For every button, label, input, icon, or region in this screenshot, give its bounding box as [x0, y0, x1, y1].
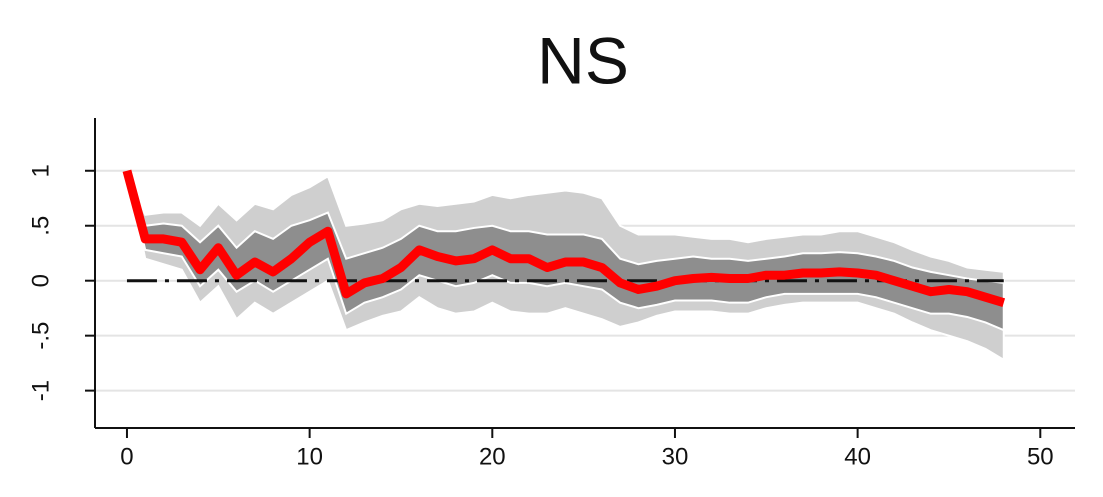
y-tick-label: 0 — [27, 274, 54, 287]
x-tick-label: 10 — [296, 443, 323, 470]
y-tick-label: -.5 — [27, 322, 54, 350]
line — [122, 169, 1006, 307]
y-tick-label: 1 — [27, 164, 54, 177]
x-tick-label: 50 — [1027, 443, 1054, 470]
x-tick-label: 0 — [120, 443, 133, 470]
y-tick-label: -1 — [27, 380, 54, 401]
chart-title: NS — [537, 23, 629, 97]
y-tick-label: .5 — [27, 216, 54, 236]
x-tick-label: 40 — [844, 443, 871, 470]
x-tick-label: 30 — [662, 443, 689, 470]
x-tick-label: 20 — [479, 443, 506, 470]
